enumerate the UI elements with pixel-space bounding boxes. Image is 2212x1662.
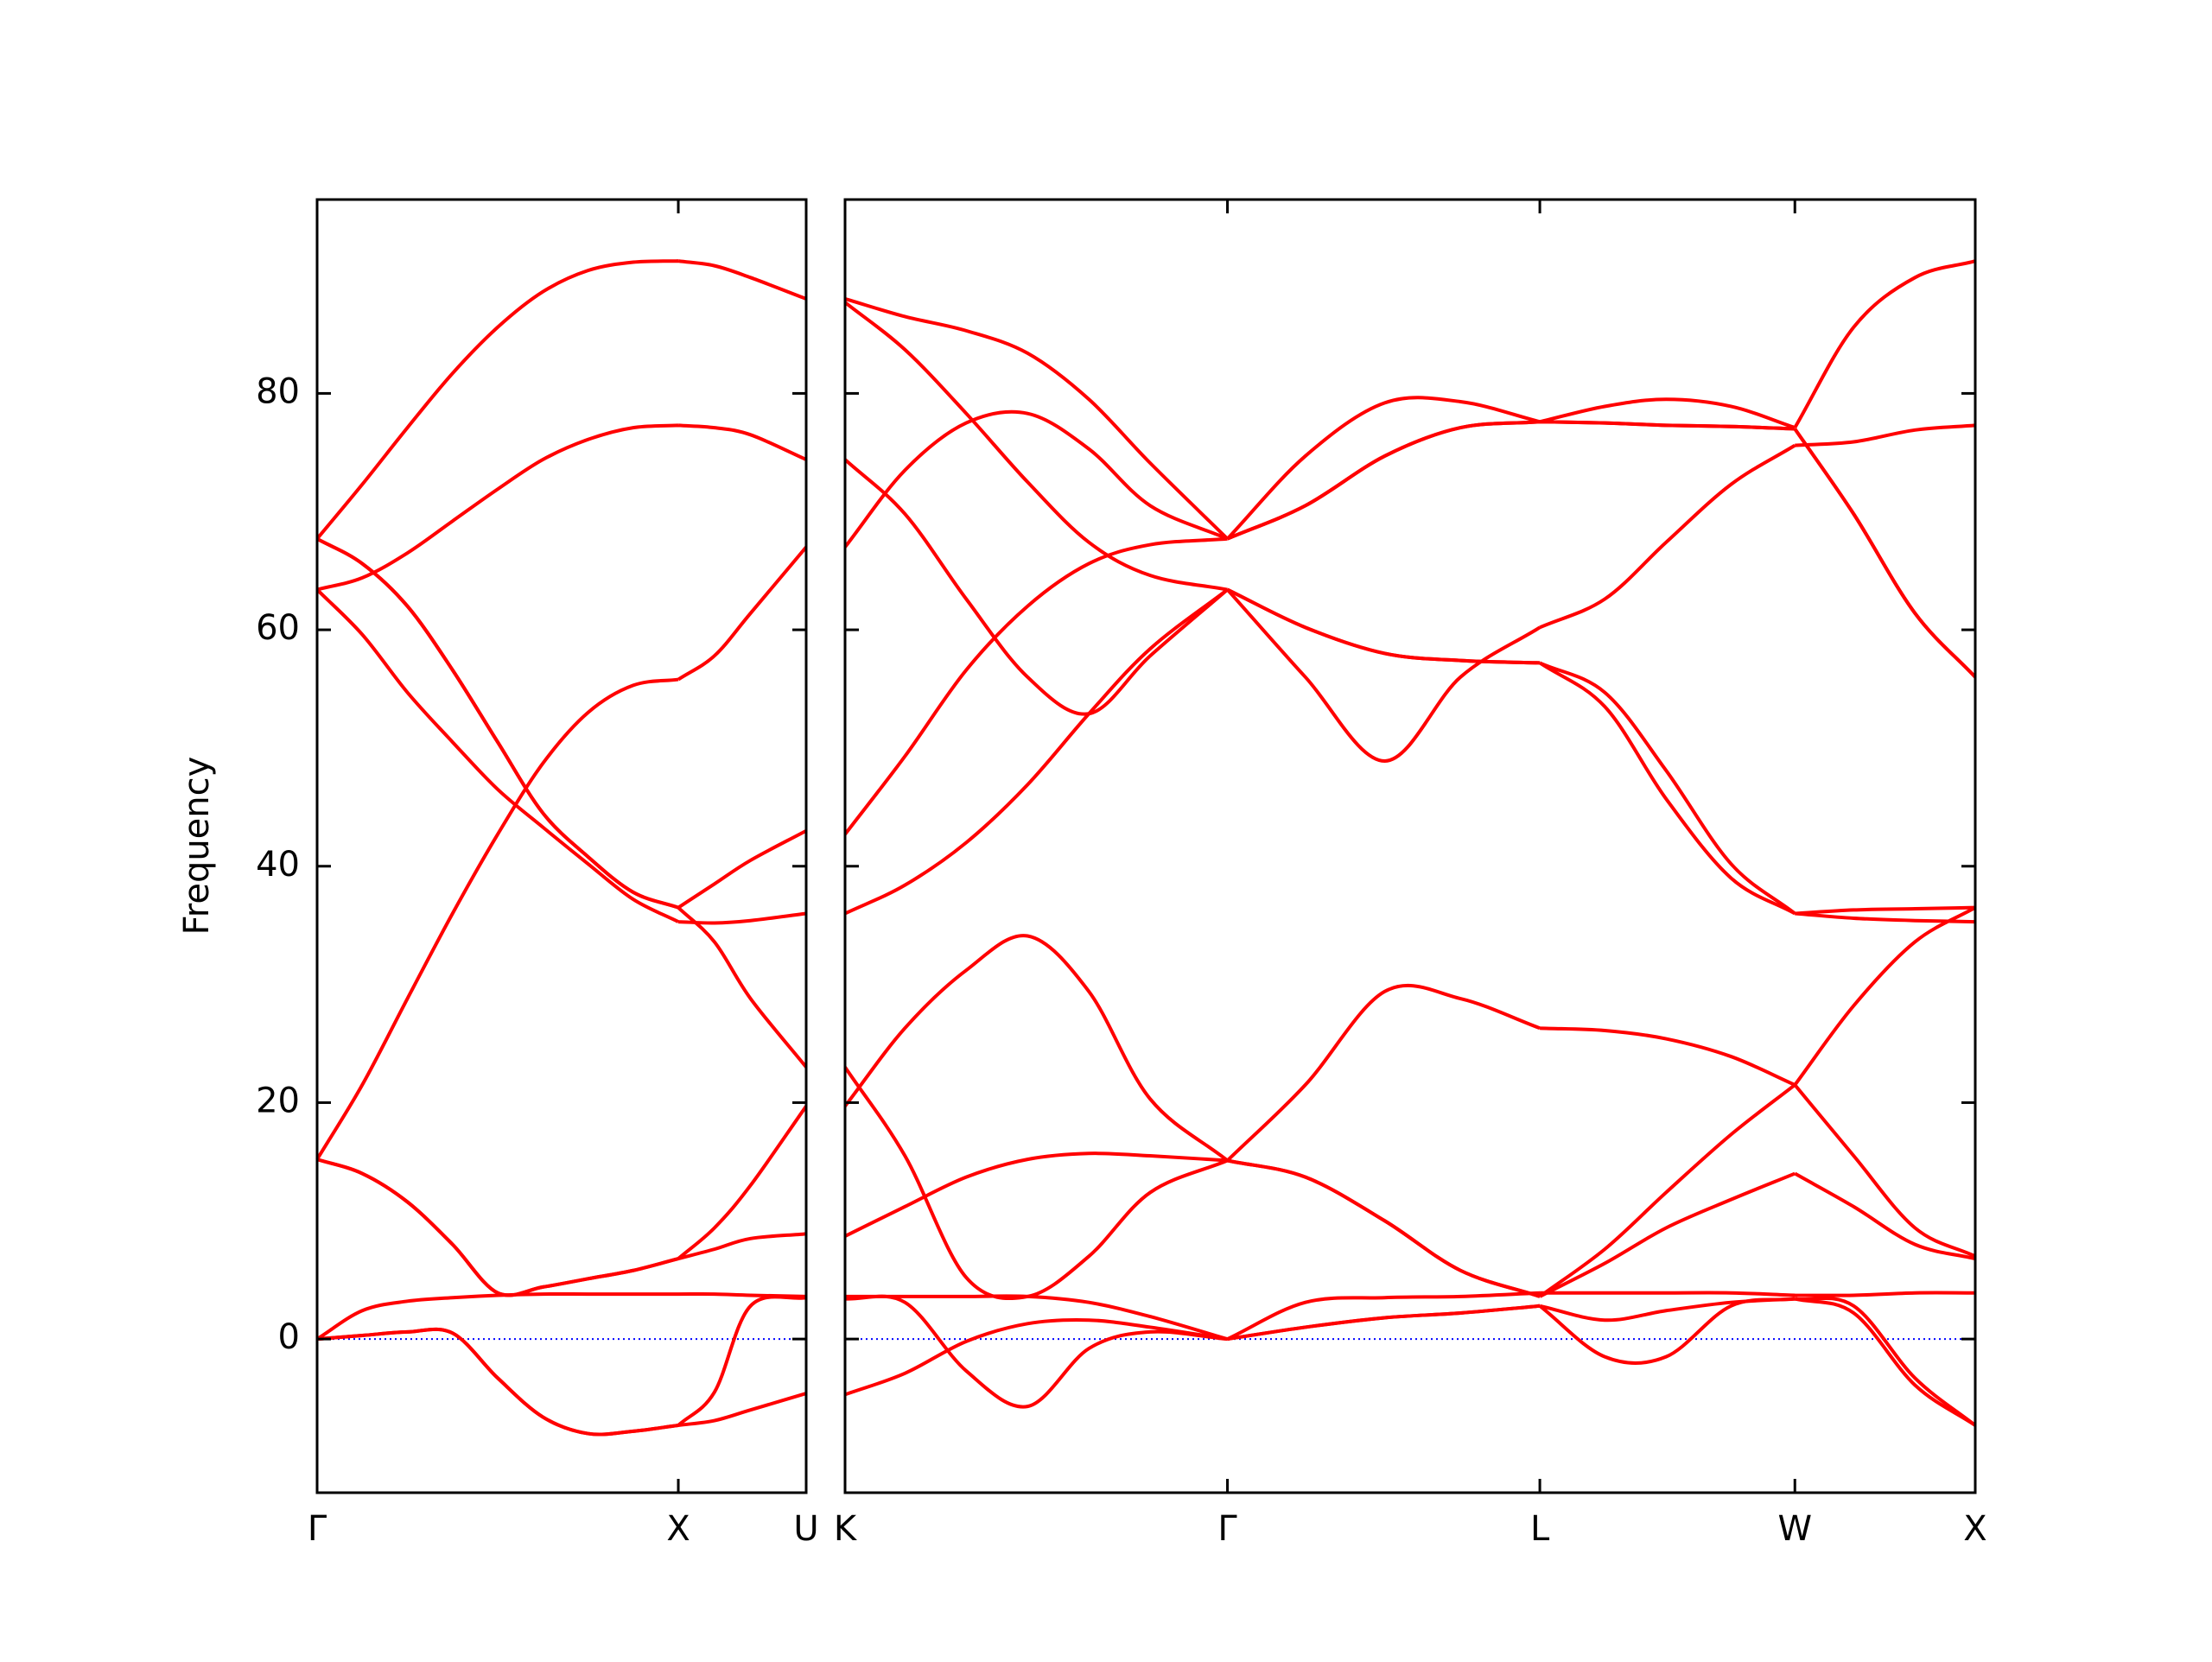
y-tick-label: 60: [256, 608, 300, 648]
x-tick-label: Γ: [1217, 1509, 1237, 1549]
band-line: [316, 536, 807, 910]
band-line: [843, 458, 1976, 916]
x-tick-label: U: [793, 1509, 818, 1549]
band-line: [844, 1297, 1977, 1427]
x-tick-label: W: [1777, 1509, 1812, 1549]
band-line: [844, 1151, 1976, 1298]
plot-frame: [315, 198, 808, 1494]
band-line: [843, 409, 1977, 679]
band-line: [316, 536, 808, 1069]
band-line: [844, 587, 1976, 924]
x-tick-label: L: [1530, 1509, 1550, 1549]
band-line: [843, 934, 1976, 1259]
band-line: [316, 1105, 808, 1297]
band-line: [316, 423, 807, 592]
band-line: [844, 259, 1976, 541]
band-line: [316, 1295, 807, 1437]
x-tick-label: X: [1963, 1509, 1986, 1549]
band-line: [315, 588, 807, 925]
band-line: [843, 420, 1977, 836]
y-tick-label: 0: [278, 1317, 300, 1357]
band-line: [316, 1158, 807, 1297]
y-tick-label: 80: [256, 371, 300, 411]
plot-frame: [843, 198, 1977, 1494]
band-line: [844, 1291, 1976, 1342]
band-line: [843, 301, 1976, 763]
y-tick-label: 20: [256, 1081, 300, 1120]
x-tick-label: X: [666, 1509, 690, 1549]
band-line: [315, 546, 808, 1161]
x-tick-label: Γ: [308, 1509, 327, 1549]
x-tick-label: K: [834, 1509, 858, 1549]
band-line: [315, 259, 807, 540]
y-axis-label: Frequency: [177, 757, 217, 936]
y-tick-label: 40: [256, 845, 300, 885]
